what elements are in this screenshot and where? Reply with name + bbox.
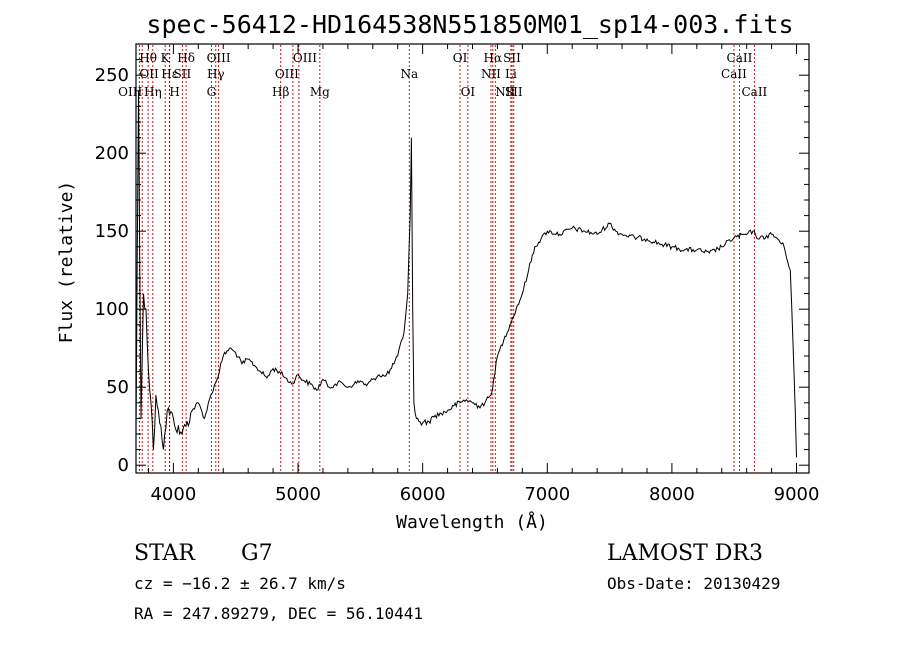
line-label-25: CaII — [727, 51, 753, 65]
line-label-20: NII — [481, 67, 501, 81]
line-label-21: NII — [495, 85, 515, 99]
object-subclass: G7 — [241, 541, 273, 566]
line-label-14: Hβ — [272, 85, 289, 99]
line-label-3: K — [161, 51, 171, 65]
line-label-17: OI — [453, 51, 468, 65]
x-tick-label-3: 7000 — [524, 484, 570, 505]
y-tick-label-1: 50 — [106, 377, 129, 398]
y-tick-label-4: 200 — [95, 143, 129, 164]
x-tick-label-2: 6000 — [400, 484, 446, 505]
line-label-8: SII — [174, 67, 192, 81]
line-label-15: Mg — [310, 85, 330, 99]
line-label-9: OIII — [207, 51, 231, 65]
line-label-19: Hα — [484, 51, 503, 65]
axis-ticks: 4000 5000 6000 7000 8000 9000 0 50 100 150 200 250 — [95, 43, 820, 505]
coordinates: RA = 247.89279, DEC = 56.10441 — [134, 604, 423, 623]
chart-title: spec-56412-HD164538N551850M01_sp14-003.f… — [146, 10, 793, 39]
redshift-value: cz = −16.2 ± 26.7 km/s — [134, 574, 346, 593]
line-label-24: SII — [505, 85, 523, 99]
line-label-26: CaII — [721, 67, 747, 81]
y-tick-label-3: 150 — [95, 221, 129, 242]
line-label-13: OIII — [275, 67, 299, 81]
line-label-22: SII — [503, 51, 521, 65]
line-label-23: Li — [505, 67, 517, 81]
y-tick-label-2: 100 — [95, 299, 129, 320]
x-tick-label-1: 5000 — [275, 484, 321, 505]
plot-frame — [135, 43, 810, 474]
x-tick-label-5: 9000 — [774, 484, 820, 505]
object-type: STAR — [134, 541, 196, 566]
line-label-10: Hγ — [207, 67, 225, 81]
obs-date: Obs-Date: 20130429 — [607, 574, 780, 593]
line-label-16: Na — [400, 67, 418, 81]
line-label-6: H — [169, 85, 179, 99]
line-label-18: OI — [461, 85, 476, 99]
line-label-27: CaII — [741, 85, 767, 99]
x-axis-label: Wavelength (Å) — [396, 511, 548, 533]
spectrum-series — [135, 90, 797, 458]
line-label-7: Hδ — [177, 51, 195, 65]
y-tick-label-5: 250 — [95, 65, 129, 86]
survey-name: LAMOST DR3 — [607, 541, 763, 566]
line-label-11: G — [207, 85, 217, 99]
line-label-5: Hη — [144, 85, 162, 99]
y-axis-label: Flux (relative) — [56, 181, 77, 344]
line-label-1: OII — [139, 67, 159, 81]
emission-line-markers — [138, 45, 755, 472]
line-label-4: Hε — [161, 67, 178, 81]
line-label-0: Hθ — [139, 51, 157, 65]
y-tick-label-0: 0 — [118, 455, 129, 476]
series-line-0 — [135, 90, 797, 458]
line-label-12: OIII — [293, 51, 317, 65]
x-tick-label-0: 4000 — [150, 484, 196, 505]
x-tick-label-4: 8000 — [649, 484, 695, 505]
